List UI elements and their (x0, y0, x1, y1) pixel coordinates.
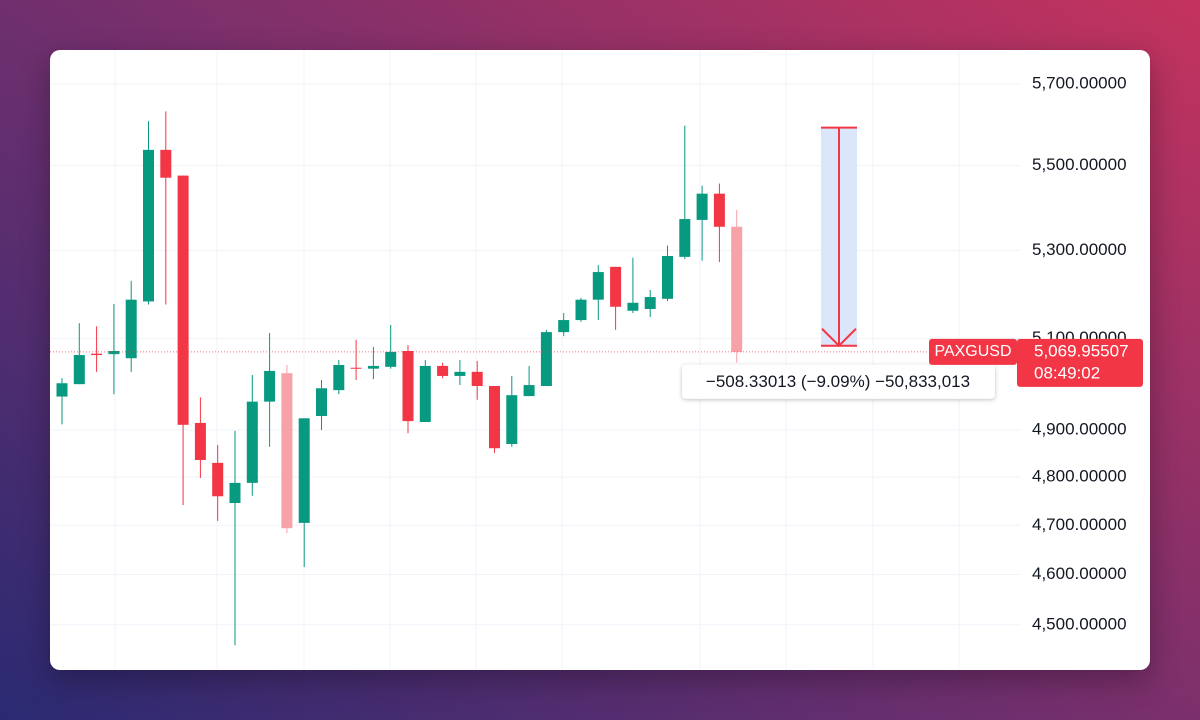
candle-body (610, 266, 622, 307)
y-tick-label: 5,300.00000 (1032, 240, 1127, 259)
symbol-label: PAXGUSD (934, 343, 1011, 360)
candle-body (56, 383, 68, 397)
candle-body (454, 371, 466, 376)
y-tick-label: 4,700.00000 (1032, 515, 1127, 534)
plot: 4,500.00000 4,600.00000 4,700.00000 4,800.0… (50, 73, 1127, 646)
candle-body (679, 219, 691, 257)
candle-body (437, 365, 449, 376)
candle-body (523, 385, 535, 397)
candle-body (194, 422, 206, 461)
candle-body (229, 482, 241, 504)
candle-body (316, 388, 327, 416)
candle-body (713, 193, 725, 227)
candle-body (662, 255, 673, 299)
candle-body (298, 418, 310, 523)
candle-body (264, 370, 276, 402)
candle-body (160, 149, 172, 178)
candle-body (696, 193, 708, 220)
candle-body (281, 373, 293, 529)
candle-body (108, 350, 120, 355)
candle-body (489, 385, 500, 449)
candle-body (644, 297, 656, 309)
candle-body (575, 299, 587, 321)
symbol-badge (929, 338, 1017, 365)
candle-body (367, 365, 379, 369)
y-tick-label: 4,900.00000 (1032, 419, 1127, 438)
candle-body (402, 350, 414, 422)
measure-label: −508.33013 (−9.09%) −50,833,013 (706, 372, 970, 391)
candle-body (419, 365, 431, 423)
candle-body (592, 272, 604, 300)
candle-body (333, 365, 345, 391)
last-price-label: 5,069.95507 (1034, 341, 1129, 360)
y-tick-label: 4,500.00000 (1032, 614, 1127, 633)
y-tick-label: 5,500.00000 (1032, 155, 1127, 174)
y-tick-label: 4,600.00000 (1032, 564, 1127, 583)
candle-body (731, 226, 743, 352)
measure-tooltip (682, 364, 995, 399)
y-tick-label: 4,800.00000 (1032, 467, 1127, 486)
candle-body (177, 175, 189, 425)
candle-body (212, 462, 224, 497)
candle-body (91, 353, 103, 356)
countdown: 08:49:02 (1034, 363, 1100, 382)
candle-body (350, 367, 362, 369)
candle-body (246, 401, 258, 483)
candle-body (506, 395, 518, 444)
candle-body (540, 332, 552, 386)
candle-body (143, 149, 154, 302)
price-badge (1017, 338, 1143, 387)
candle-body (627, 302, 639, 311)
candle-body (385, 351, 397, 367)
candle-body (73, 355, 85, 385)
candle-body (471, 371, 483, 386)
candle-body (125, 299, 137, 359)
candle-body (558, 320, 570, 333)
y-tick-label: 5,700.00000 (1032, 73, 1127, 92)
vertical-grid (114, 50, 960, 670)
